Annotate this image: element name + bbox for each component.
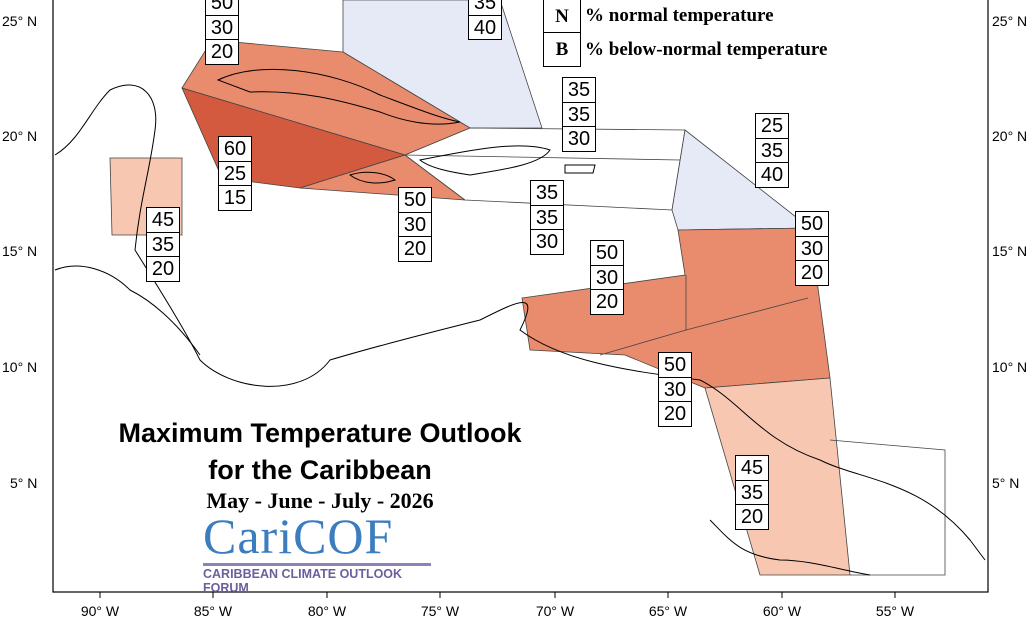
lon-label: 70° W (535, 603, 575, 619)
prob-below: 20 (146, 256, 180, 282)
caricof-logo: CariCOF (203, 508, 394, 564)
prob-normal: 35 (530, 204, 564, 230)
prob-stack-cayman: 60 25 15 (218, 136, 252, 211)
prob-normal: 30 (658, 376, 692, 402)
lon-label: 85° W (193, 603, 233, 619)
caricof-tagline: CARIBBEAN CLIMATE OUTLOOK FORUM (203, 563, 431, 595)
prob-normal: 35 (562, 101, 596, 127)
prob-stack-belize: 45 35 20 (146, 207, 180, 282)
prob-stack-bahamas: 35 40 (468, 0, 502, 40)
prob-below: 20 (658, 401, 692, 427)
lon-label: 65° W (648, 603, 688, 619)
lat-label-left: 20° N (2, 128, 38, 144)
prob-below: 30 (562, 126, 596, 152)
lat-label-left: 25° N (2, 13, 38, 29)
prob-above: 35 (530, 180, 564, 206)
coastlines (54, 68, 986, 576)
lat-label-right: 5° N (992, 475, 1020, 491)
legend-label-below: % below-normal temperature (585, 39, 828, 60)
prob-above: 50 (398, 187, 432, 213)
prob-below: 20 (795, 260, 829, 286)
prob-stack-hispaniola-south: 35 35 30 (530, 180, 564, 255)
prob-normal: 30 (590, 264, 624, 290)
prob-above: 50 (205, 0, 239, 16)
prob-stack-guianas: 45 35 20 (735, 455, 769, 530)
prob-below: 20 (590, 289, 624, 315)
prob-normal: 30 (398, 211, 432, 237)
lon-label: 60° W (762, 603, 802, 619)
prob-stack-abc: 50 30 20 (590, 240, 624, 315)
prob-below: 30 (530, 229, 564, 255)
prob-above: 45 (735, 455, 769, 481)
prob-below: 20 (398, 236, 432, 262)
prob-below: 40 (468, 14, 502, 40)
prob-stack-jamaica: 50 30 20 (398, 187, 432, 262)
legend-key-below: B (543, 32, 581, 67)
prob-above: 35 (562, 77, 596, 103)
prob-above: 60 (218, 136, 252, 162)
prob-normal: 35 (146, 231, 180, 257)
lat-label-right: 15° N (992, 243, 1028, 259)
map-title: Maximum Temperature Outlook (118, 418, 522, 448)
lat-label-left: 10° N (2, 359, 38, 375)
lat-label-left: 15° N (2, 243, 38, 259)
prob-below: 20 (735, 504, 769, 530)
prob-stack-trinidad: 50 30 20 (658, 352, 692, 427)
prob-normal: 35 (755, 137, 789, 163)
prob-stack-hispaniola-north: 35 35 30 (562, 77, 596, 152)
lon-label: 75° W (420, 603, 460, 619)
prob-normal: 35 (735, 479, 769, 505)
map-title-line2: for the Caribbean (208, 455, 432, 485)
prob-above: 50 (795, 211, 829, 237)
lon-label: 90° W (80, 603, 120, 619)
prob-above: 45 (146, 207, 180, 233)
prob-below: 15 (218, 185, 252, 211)
prob-normal: 25 (218, 160, 252, 186)
region-guianas (704, 377, 851, 576)
prob-above: 50 (658, 352, 692, 378)
prob-above: 50 (590, 240, 624, 266)
lat-label-right: 10° N (992, 359, 1028, 375)
lat-label-right: 25° N (992, 13, 1028, 29)
lon-label: 80° W (307, 603, 347, 619)
forecast-period: May - June - July - 2026 (206, 488, 434, 513)
prob-below: 40 (755, 162, 789, 188)
prob-above: 25 (755, 113, 789, 139)
lat-label-left: 5° N (10, 475, 38, 491)
lon-label: 55° W (875, 603, 915, 619)
map-frame (52, 0, 989, 593)
legend-label-normal: % normal temperature (585, 5, 774, 26)
prob-stack-windward: 50 30 20 (795, 211, 829, 286)
prob-normal: 30 (205, 14, 239, 40)
prob-normal: 35 (468, 0, 502, 16)
prob-stack-florida: 50 30 20 (205, 0, 239, 65)
lat-label-right: 20° N (992, 128, 1028, 144)
region-leeward (671, 129, 812, 231)
legend-key-normal: N (543, 0, 581, 34)
prob-stack-leeward: 25 35 40 (755, 113, 789, 188)
prob-normal: 30 (795, 235, 829, 261)
prob-below: 20 (205, 39, 239, 65)
